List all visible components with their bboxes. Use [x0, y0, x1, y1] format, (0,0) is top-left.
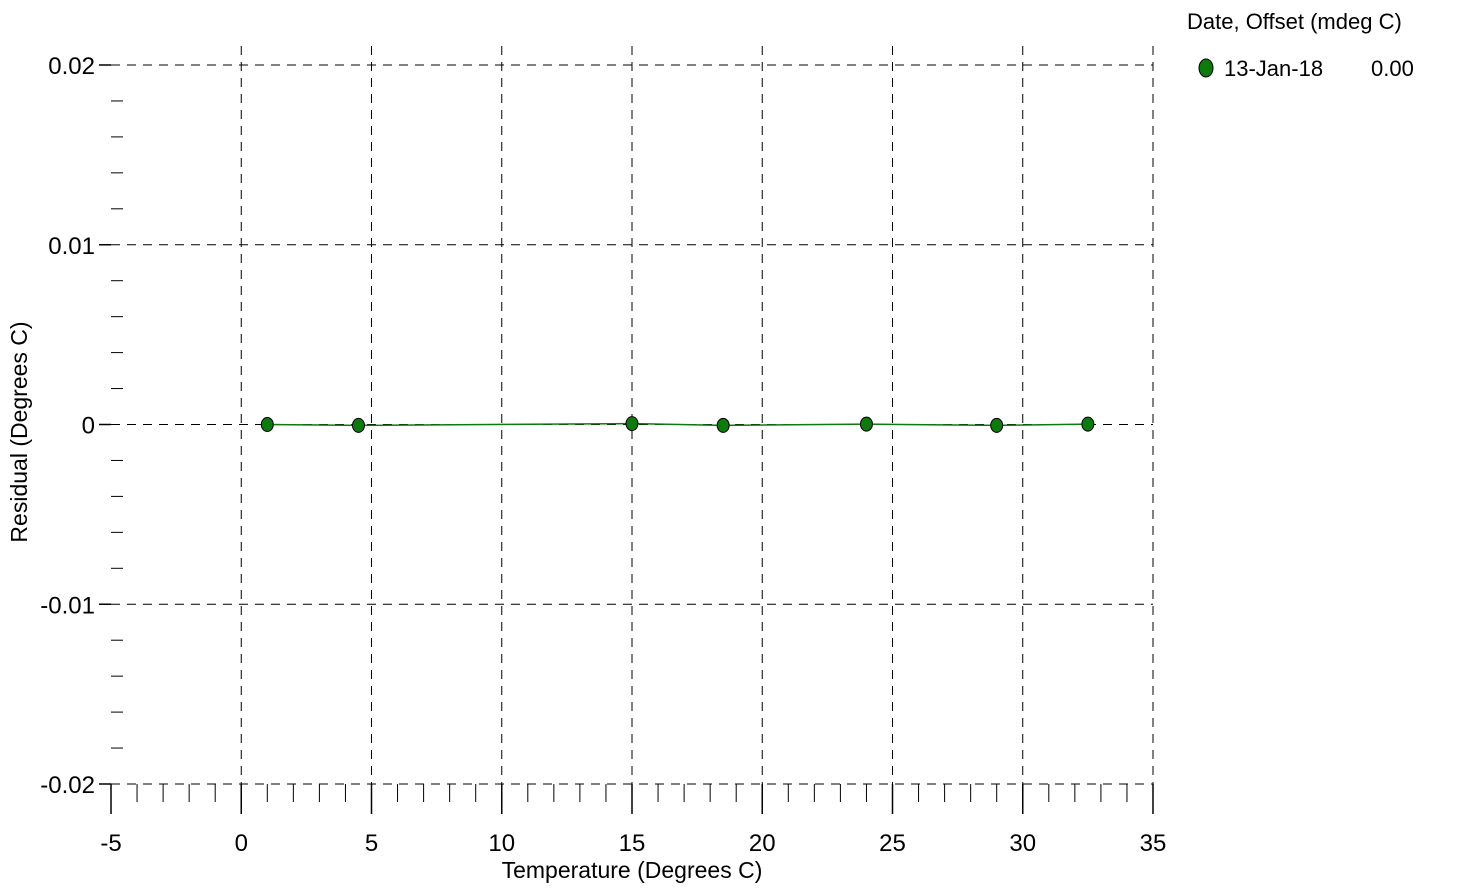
x-tick-label: 10 [488, 830, 515, 857]
x-tick-label: 5 [365, 830, 378, 857]
y-tick-label: -0.01 [40, 592, 95, 619]
x-tick-label: 0 [235, 830, 248, 857]
data-point [260, 417, 274, 432]
axes: -5 0 5 10 15 20 25 30 35 0.02 0.01 0 -0.01 -0.02 [40, 53, 1166, 857]
x-tick-label: 20 [749, 830, 776, 857]
grid-lines [111, 46, 1154, 785]
y-tick-label: 0.02 [48, 53, 95, 80]
legend-marker [1198, 58, 1214, 78]
x-axis-title: Temperature (Degrees C) [502, 857, 763, 883]
x-tick-label: 35 [1140, 830, 1167, 857]
legend-title: Date, Offset (mdeg C) [1187, 9, 1402, 34]
y-tick-label: -0.02 [40, 772, 95, 799]
x-tick-label: 30 [1009, 830, 1036, 857]
series-line [267, 422, 1088, 427]
data-point [990, 417, 1004, 433]
legend-date: 13-Jan-18 [1224, 56, 1323, 81]
legend: Date, Offset (mdeg C) 13-Jan-18 0.00 [1187, 9, 1414, 81]
data-point [859, 416, 873, 432]
data-point [716, 417, 730, 433]
data-point [1081, 416, 1095, 432]
x-tick-label: 25 [879, 830, 906, 857]
data-point [625, 416, 639, 432]
x-tick-label: -5 [100, 830, 121, 857]
legend-offset: 0.00 [1371, 56, 1414, 81]
y-axis-title: Residual (Degrees C) [6, 321, 32, 542]
y-tick-label: 0 [82, 413, 95, 440]
y-tick-label: 0.01 [48, 233, 95, 260]
data-series [260, 416, 1095, 433]
legend-entries: 13-Jan-18 0.00 [1198, 56, 1414, 81]
data-point [351, 417, 365, 433]
x-tick-label: 15 [619, 830, 646, 857]
